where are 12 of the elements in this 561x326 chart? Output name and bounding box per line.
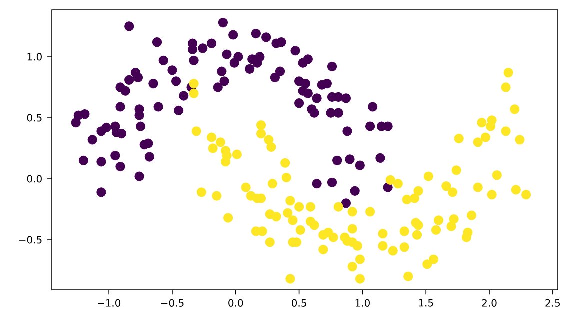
y-tick-label: −0.5 <box>19 236 42 244</box>
x-tick-label: 0.5 <box>292 299 306 307</box>
x-tick-label: −0.5 <box>161 299 184 307</box>
y-tick-label: 0.0 <box>27 175 42 183</box>
x-tick-label: 2.0 <box>482 299 497 307</box>
x-tick-label: 2.5 <box>546 299 560 307</box>
y-tick-label: 1.0 <box>28 53 42 61</box>
x-tick-label: −1.0 <box>98 299 121 307</box>
y-tick-label: 0.5 <box>27 114 42 122</box>
x-tick-label: 1.5 <box>419 299 434 307</box>
x-tick-label: 0.0 <box>228 299 244 307</box>
x-tick-label: 1.0 <box>356 299 370 307</box>
